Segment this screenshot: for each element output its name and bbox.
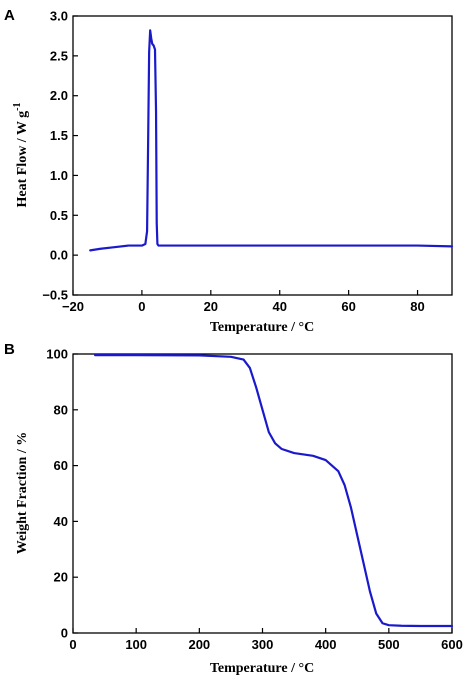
panel-letter-a: A bbox=[4, 7, 15, 24]
plot-frame-b bbox=[72, 353, 453, 634]
plot-frame-a bbox=[72, 15, 453, 296]
y-tick-label-a-3: 1.0 bbox=[50, 168, 68, 183]
x-tick-label-b-2: 200 bbox=[188, 637, 210, 652]
y-tick-label-a-2: 0.5 bbox=[50, 208, 68, 223]
panel-a: A −20 0 20 40 60 80−0.50.00.51.01.52.02.53.0 … bbox=[4, 7, 454, 335]
y-tick-label-b-5: 100 bbox=[46, 347, 68, 362]
series-line-b-0 bbox=[94, 354, 454, 628]
series-a bbox=[89, 29, 454, 252]
y-tick-label-a-4: 1.5 bbox=[50, 128, 68, 143]
y-tick-label-b-0: 0 bbox=[61, 626, 68, 641]
panel-b: B 0 100 200 300 400 500 600 0 20 40 60 80 100 Temper… bbox=[4, 341, 463, 676]
y-axis-label-b: Weight Fraction / % bbox=[15, 432, 30, 555]
x-axis-label-b: Temperature / °C bbox=[210, 661, 314, 676]
x-tick-label-b-1: 100 bbox=[125, 637, 147, 652]
x-tick-label-a-1: 0 bbox=[138, 299, 145, 314]
y-axis-label-a: Heat Flow / W g-1 bbox=[12, 102, 30, 207]
x-axis-label-a: Temperature / °C bbox=[210, 320, 314, 335]
y-tick-label-b-4: 80 bbox=[54, 402, 68, 417]
series-line-a-0 bbox=[89, 29, 454, 252]
y-axis-label-a-text: Heat Flow / W g bbox=[15, 111, 30, 208]
x-tick-label-b-6: 600 bbox=[441, 637, 463, 652]
x-tick-label-a-4: 60 bbox=[341, 299, 355, 314]
ticks-a: −20 0 20 40 60 80 −0.5 0.0 0.5 1.0 1.5 2.0 2.5 3.0 bbox=[42, 9, 424, 315]
y-tick-label-a-6: 2.5 bbox=[50, 48, 68, 63]
panel-letter-b: B bbox=[4, 341, 15, 358]
y-tick-label-a-0: −0.5 bbox=[42, 288, 68, 303]
y-axis-label-a-sup: -1 bbox=[12, 102, 23, 110]
x-tick-label-a-3: 40 bbox=[272, 299, 286, 314]
y-tick-label-b-1: 20 bbox=[54, 570, 68, 585]
y-tick-label-a-1: 0.0 bbox=[50, 248, 68, 263]
x-tick-label-b-3: 300 bbox=[252, 637, 274, 652]
series-b bbox=[94, 354, 454, 628]
x-tick-label-b-0: 0 bbox=[69, 637, 76, 652]
x-tick-label-b-4: 400 bbox=[315, 637, 337, 652]
x-tick-label-b-5: 500 bbox=[378, 637, 400, 652]
x-tick-label-a-0: −20 bbox=[62, 299, 84, 314]
x-tick-label-a-5: 80 bbox=[410, 299, 424, 314]
x-tick-label-a-2: 20 bbox=[204, 299, 218, 314]
ticks-b: 0 100 200 300 400 500 600 0 20 40 60 80 100 bbox=[46, 347, 463, 653]
y-tick-label-b-3: 60 bbox=[54, 458, 68, 473]
y-tick-label-a-7: 3.0 bbox=[50, 9, 68, 24]
y-tick-label-b-2: 40 bbox=[54, 514, 68, 529]
y-tick-label-a-5: 2.0 bbox=[50, 88, 68, 103]
